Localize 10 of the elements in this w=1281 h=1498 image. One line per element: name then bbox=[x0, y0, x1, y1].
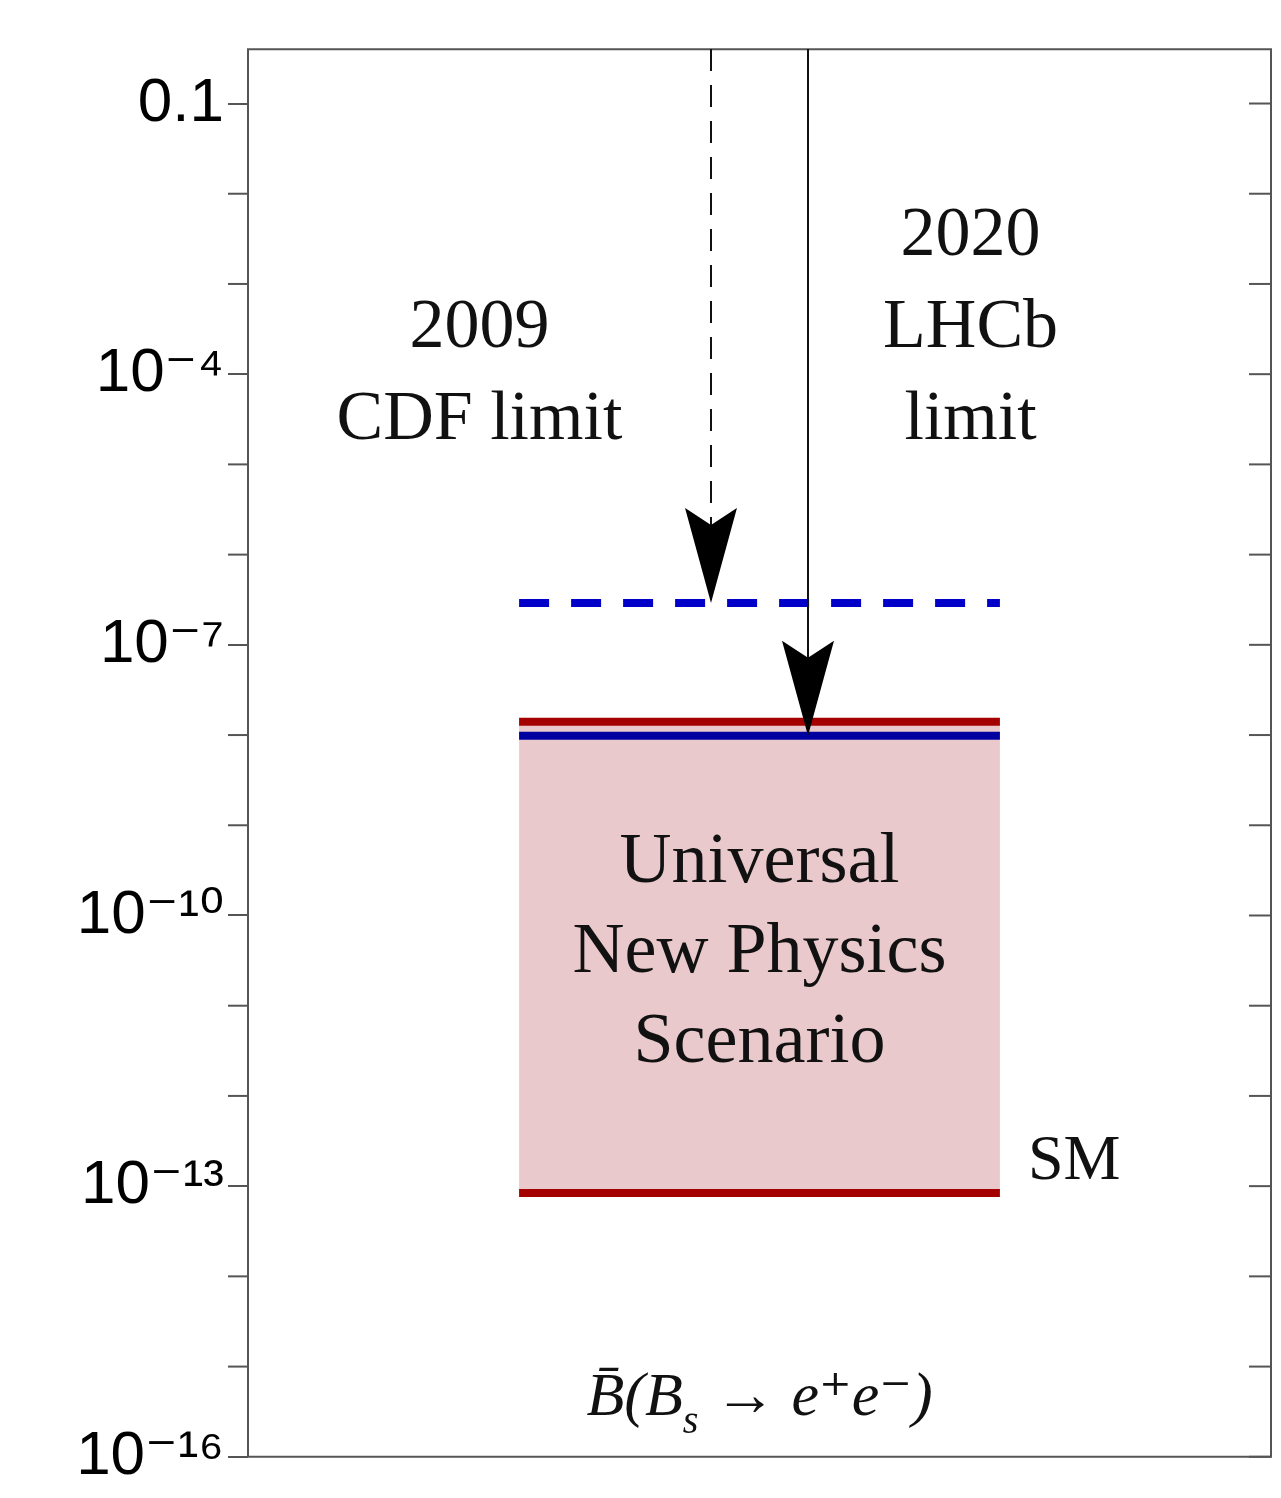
text: SM bbox=[1027, 1121, 1121, 1193]
annotation: 2020 LHCb limit bbox=[883, 193, 1059, 455]
y-tick-label: 10⁻⁴ bbox=[95, 335, 224, 405]
y-tick-label: 10⁻¹⁰ bbox=[76, 876, 224, 946]
y-tick-label: 10⁻⁷ bbox=[99, 605, 224, 675]
y-tick-label: 10⁻¹⁶ bbox=[76, 1417, 224, 1487]
y-tick-label: 10⁻¹³ bbox=[81, 1147, 224, 1217]
annotation: 2009 CDF limit bbox=[336, 285, 623, 455]
annotation: Universal New Physics Scenario bbox=[572, 817, 947, 1078]
y-tick-label: 0.1 bbox=[137, 64, 224, 134]
